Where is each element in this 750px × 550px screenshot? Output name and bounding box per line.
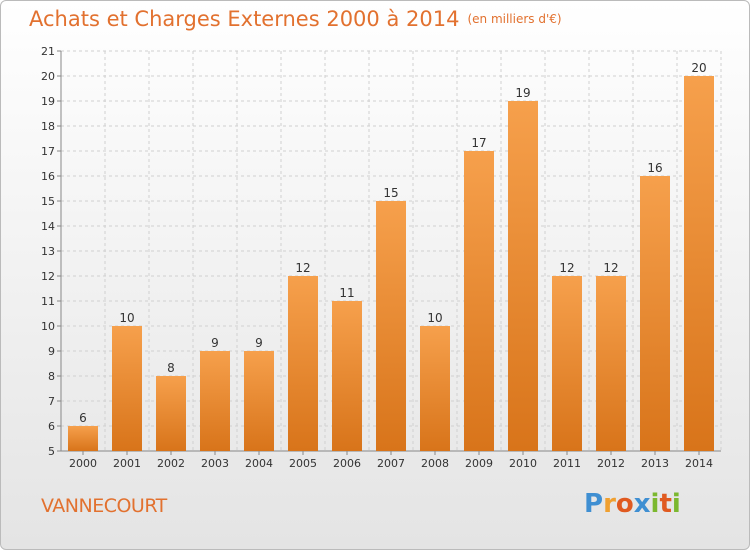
bar [508, 101, 538, 451]
x-tick-label: 2007 [377, 457, 405, 470]
data-label: 12 [295, 261, 310, 275]
data-label: 6 [79, 411, 87, 425]
data-label: 12 [559, 261, 574, 275]
bar [596, 276, 626, 451]
data-label: 16 [647, 161, 662, 175]
logo-letter: P [584, 489, 604, 519]
x-tick-label: 2008 [421, 457, 449, 470]
bars [68, 76, 714, 451]
commune-name: VANNECOURT [41, 495, 167, 517]
x-tick-label: 2012 [597, 457, 625, 470]
data-label: 15 [383, 186, 398, 200]
y-tick-label: 5 [48, 445, 55, 458]
bar [200, 351, 230, 451]
data-label: 11 [339, 286, 354, 300]
data-label: 9 [255, 336, 263, 350]
x-tick-label: 2014 [685, 457, 713, 470]
y-tick-label: 21 [41, 45, 55, 58]
logo-letter: t [659, 489, 672, 519]
bar [684, 76, 714, 451]
y-tick-label: 16 [41, 170, 55, 183]
x-tick-label: 2000 [69, 457, 97, 470]
y-tick-label: 17 [41, 145, 55, 158]
y-tick-label: 8 [48, 370, 55, 383]
data-label: 20 [691, 61, 706, 75]
y-tick-label: 9 [48, 345, 55, 358]
x-tick-label: 2006 [333, 457, 361, 470]
y-tick-label: 12 [41, 270, 55, 283]
bar [68, 426, 98, 451]
x-tick-labels: 2000 2001 2002 2003 2004 2005 2006 2007 2008 2009… [69, 457, 713, 470]
x-tick-label: 2004 [245, 457, 273, 470]
logo-letter: i [650, 489, 660, 519]
bar [640, 176, 670, 451]
y-tick-label: 15 [41, 195, 55, 208]
bar [156, 376, 186, 451]
data-labels: 6 10 8 9 9 12 11 15 10 17 19 12 12 16 20 [79, 61, 706, 425]
x-tick-label: 2011 [553, 457, 581, 470]
x-tick-label: 2002 [157, 457, 185, 470]
x-tick-label: 2005 [289, 457, 317, 470]
data-label: 8 [167, 361, 175, 375]
logo-letter: x [633, 489, 651, 519]
y-tick-label: 14 [41, 220, 55, 233]
y-tick-label: 11 [41, 295, 55, 308]
bar [332, 301, 362, 451]
bar [376, 201, 406, 451]
x-tick-label: 2013 [641, 457, 669, 470]
bar [112, 326, 142, 451]
y-tick-label: 19 [41, 95, 55, 108]
bar [464, 151, 494, 451]
x-tick-label: 2003 [201, 457, 229, 470]
y-tick-label: 7 [48, 395, 55, 408]
chart-title: Achats et Charges Externes 2000 à 2014 (e… [29, 7, 562, 31]
y-tick-labels: 5 6 7 8 9 10 11 12 13 14 15 16 17 18 19 20 21 [41, 45, 55, 458]
x-tick-label: 2009 [465, 457, 493, 470]
data-label: 17 [471, 136, 486, 150]
x-tick-label: 2010 [509, 457, 537, 470]
bar [288, 276, 318, 451]
y-tick-label: 6 [48, 420, 55, 433]
y-tick-label: 18 [41, 120, 55, 133]
chart-unit: (en milliers d'€) [467, 12, 562, 26]
logo-letter: o [615, 489, 634, 519]
bar [244, 351, 274, 451]
x-tick-label: 2001 [113, 457, 141, 470]
bar [552, 276, 582, 451]
logo-letter: r [603, 489, 616, 519]
bar [420, 326, 450, 451]
logo-letter: i [671, 489, 681, 519]
data-label: 10 [427, 311, 442, 325]
chart-title-text: Achats et Charges Externes 2000 à 2014 [29, 7, 460, 31]
y-tick-label: 13 [41, 245, 55, 258]
data-label: 10 [119, 311, 134, 325]
data-label: 19 [515, 86, 530, 100]
y-tick-label: 20 [41, 70, 55, 83]
data-label: 12 [603, 261, 618, 275]
data-label: 9 [211, 336, 219, 350]
proxiti-logo: Proxiti [584, 489, 681, 519]
y-tick-label: 10 [41, 320, 55, 333]
